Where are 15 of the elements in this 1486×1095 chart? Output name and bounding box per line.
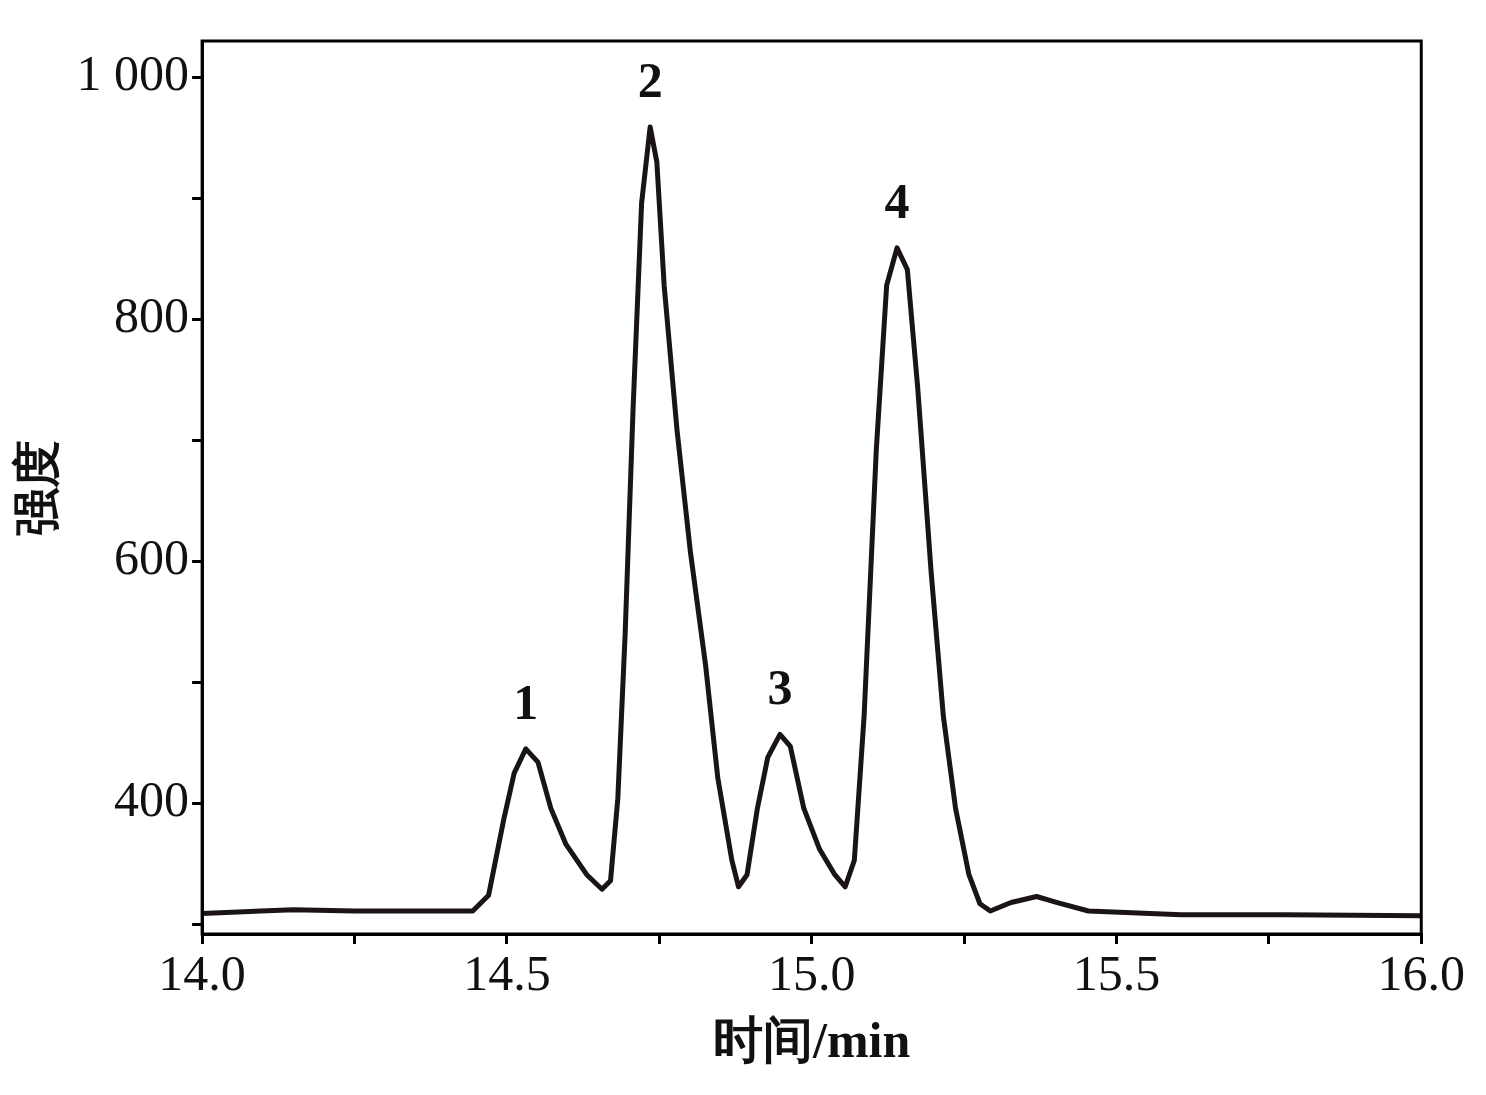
y-tick-label: 1 000 bbox=[76, 45, 190, 102]
x-tick-label: 15.0 bbox=[767, 945, 856, 1002]
annotation: 3 bbox=[767, 659, 793, 716]
y-tick-label: 400 bbox=[114, 771, 190, 828]
x-tick-label: 16.0 bbox=[1377, 945, 1465, 1002]
annotation: 4 bbox=[884, 172, 910, 229]
x-tick-label: 15.5 bbox=[1072, 945, 1161, 1002]
y-axis-title: 强度 bbox=[10, 439, 64, 536]
annotation: 2 bbox=[637, 51, 663, 108]
annotation: 1 bbox=[513, 673, 539, 730]
x-tick-label: 14.0 bbox=[158, 945, 246, 1002]
x-axis-title: 时间/min bbox=[713, 1011, 911, 1068]
y-tick-label: 800 bbox=[114, 287, 190, 344]
y-tick-label: 600 bbox=[114, 529, 190, 586]
x-tick-label: 14.5 bbox=[463, 945, 551, 1002]
